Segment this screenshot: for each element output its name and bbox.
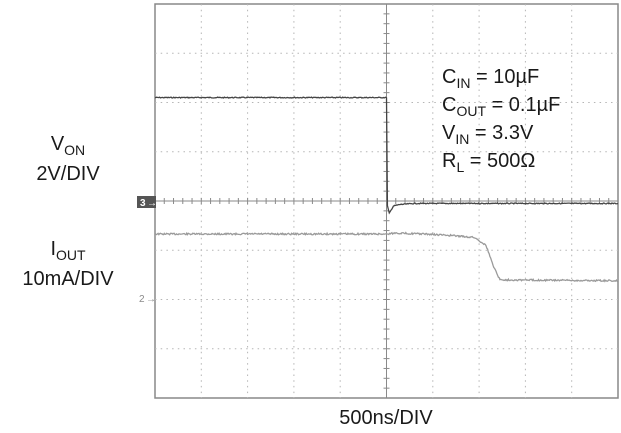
series-layer	[154, 96, 619, 283]
annotation-r-l-main: R	[442, 150, 456, 172]
grid-layer	[154, 3, 619, 399]
channel-label-iout-main: I	[50, 238, 56, 260]
channel-label-von: VON	[51, 133, 85, 158]
annotation-c-out-sub: OUT	[456, 103, 486, 119]
annotation-v-in-sub: IN	[455, 131, 469, 147]
channel-marker-3: 3	[140, 198, 146, 209]
channel-label-iout-scale: 10mA/DIV	[22, 268, 114, 290]
channel-label-von-main: V	[51, 133, 65, 155]
annotation-r-l-rest: = 500Ω	[464, 150, 535, 172]
annotation-c-out-rest: = 0.1µF	[486, 94, 560, 116]
annotation-r-l-sub: L	[456, 159, 464, 175]
channel-marker-2: 2	[139, 294, 145, 305]
channel-labels: VON 2V/DIV IOUT 10mA/DIV	[22, 133, 114, 290]
channel-label-iout-sub: OUT	[56, 247, 86, 263]
annotation-v-in-rest: = 3.3V	[469, 122, 534, 144]
annotation-v-in: VIN = 3.3V	[442, 122, 534, 147]
channel-marker-2-arrow: →	[146, 294, 156, 305]
annotation-c-in-rest: = 10µF	[470, 66, 539, 88]
annotation-c-out-main: C	[442, 94, 456, 116]
annotation-block: CIN = 10µF COUT = 0.1µF VIN = 3.3V RL = …	[442, 66, 560, 175]
annotation-c-in-main: C	[442, 66, 456, 88]
annotation-r-l: RL = 500Ω	[442, 150, 535, 175]
channel-label-iout: IOUT	[50, 238, 86, 263]
annotation-c-in-sub: IN	[456, 75, 470, 91]
annotation-c-in: CIN = 10µF	[442, 66, 539, 91]
trace-channel-2	[154, 231, 619, 283]
channel-markers: 3 → 2 →	[137, 196, 157, 305]
channel-marker-3-arrow: →	[147, 198, 157, 209]
trace-channel-3	[154, 96, 619, 215]
channel-label-von-scale: 2V/DIV	[36, 163, 100, 185]
annotation-c-out: COUT = 0.1µF	[442, 94, 560, 119]
channel-label-von-sub: ON	[64, 142, 85, 158]
channel-marker-3-box	[137, 196, 156, 208]
annotation-v-in-main: V	[442, 122, 456, 144]
x-axis-label: 500ns/DIV	[339, 407, 433, 429]
